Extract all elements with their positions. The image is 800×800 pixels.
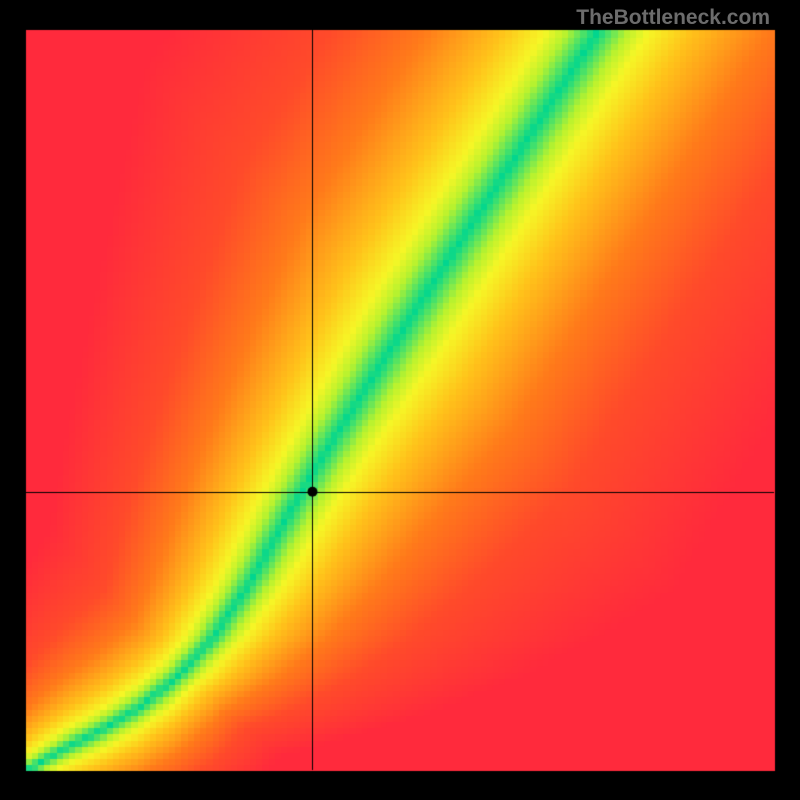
bottleneck-heatmap [0,0,800,800]
watermark-text: TheBottleneck.com [576,6,770,30]
